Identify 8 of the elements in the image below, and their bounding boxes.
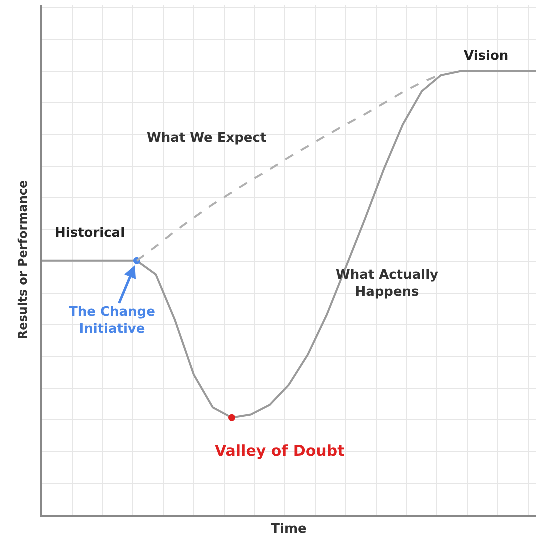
series-label: What We Expect	[147, 131, 267, 146]
text: Vision	[464, 49, 509, 64]
annotation: The Change Initiative	[69, 305, 156, 337]
annotation: Historical	[55, 226, 126, 241]
x-axis-title: Time	[271, 522, 308, 538]
series-label: What Actually Happens	[336, 268, 440, 300]
y-axis-title: Results or Performance	[16, 180, 30, 340]
annotation: Valley of Doubt	[215, 442, 345, 460]
